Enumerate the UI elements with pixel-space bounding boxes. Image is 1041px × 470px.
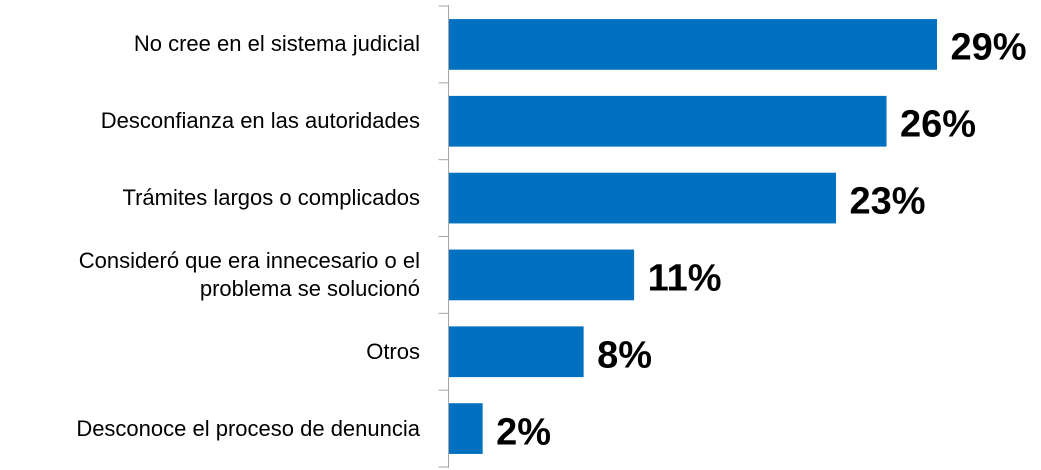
data-label: 11% xyxy=(647,257,722,300)
bar xyxy=(449,403,483,454)
category-label: Desconfianza en las autoridades xyxy=(100,108,420,134)
data-label: 26% xyxy=(900,103,977,146)
bar xyxy=(449,172,837,224)
category-label: Otros xyxy=(366,338,420,364)
category-label: Trámites largos o complicados xyxy=(122,185,420,211)
bar xyxy=(449,249,635,301)
data-label: 23% xyxy=(849,180,926,223)
category-label: No cree en el sistema judicial xyxy=(133,31,420,57)
data-label: 29% xyxy=(950,26,1027,69)
data-label: 2% xyxy=(496,411,552,454)
bar xyxy=(449,326,584,378)
category-label: Consideró que era innecesario o el probl… xyxy=(78,247,420,301)
bar xyxy=(449,19,937,70)
data-label: 8% xyxy=(597,334,653,377)
bar xyxy=(449,95,887,147)
category-label: Desconoce el proceso de denuncia xyxy=(76,415,420,441)
